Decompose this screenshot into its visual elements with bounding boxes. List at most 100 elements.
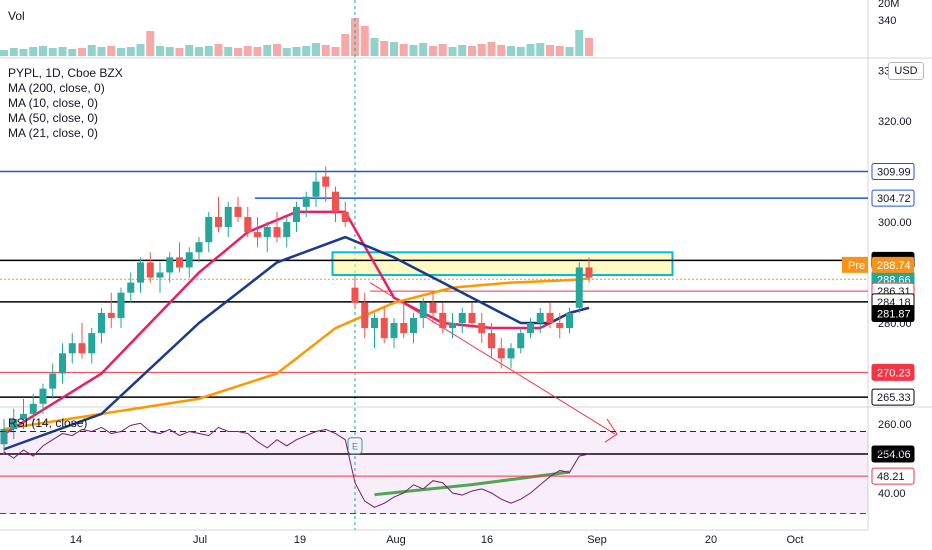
candle-body [78,343,86,354]
price-tick-label: 320.00 [878,116,912,128]
time-tick-label: Jul [193,534,207,546]
volume-bar [312,43,320,56]
volume-bar [468,46,476,56]
volume-bar [214,44,223,56]
price-label-box [871,305,915,323]
volume-bar [487,42,496,56]
volume-bar [380,41,389,56]
volume-bar [19,49,28,56]
candle-body [556,323,564,329]
volume-bar [175,48,184,56]
candle-body [468,312,476,323]
rsi-current-label: 48.21 [877,471,905,483]
rsi-band [0,431,868,514]
volume-label: Vol [8,9,25,23]
price-tick-label: 260.00 [878,419,912,431]
candle-body [517,333,525,349]
candle-body [361,302,369,329]
currency-button[interactable]: USD [888,62,924,80]
volume-bar [0,50,8,56]
rsi-tick-label: 40.00 [878,488,906,500]
volume-bar [9,48,18,56]
candle-body [185,252,193,268]
candle-body [0,429,8,445]
indicator-ma200: MA (200, close, 0) [8,81,105,95]
volume-bar [97,47,106,56]
price-label-box [871,363,915,381]
volume-bar [448,47,457,56]
candle-body [127,282,135,293]
price-label-box [871,388,915,406]
volume-bar [458,45,467,56]
volume-bar [516,47,525,56]
volume-bar [555,46,564,56]
volume-bar [107,46,116,56]
volume-bar [390,42,398,56]
volume-bar [156,46,164,56]
candle-body [400,323,408,334]
volume-bar [526,44,535,56]
candle-body [371,317,378,329]
candle-body [195,242,203,253]
earnings-marker [347,437,363,455]
price-tick-label: 340 [878,15,896,27]
premarket-price-label: 288.74 [877,260,911,272]
volume-bar [438,44,447,56]
candle-body [29,403,37,414]
volume-bar [370,38,379,56]
volume-bar [536,43,545,56]
premarket-tag [842,256,868,273]
volume-bar [292,47,301,56]
candle-body [527,323,534,334]
volume-bar [48,48,57,56]
vol-axis-label: 20M [878,0,900,10]
volume-legend: Vol [8,9,25,24]
candle-body [224,206,232,228]
time-tick-label: 20 [705,534,717,546]
resistance-zone [331,251,674,277]
volume-bar [58,47,67,56]
candle-body [98,312,105,334]
rsi-legend: RSI (14, close) [8,416,87,431]
volume-bar [419,43,428,56]
candle-body [234,206,242,217]
volume-bar [253,47,262,56]
volume-bar [429,46,437,56]
price-tick-label: 300.00 [878,217,912,229]
price-label: 265.33 [877,392,911,404]
candle-body [254,232,261,238]
candle-body [68,343,76,354]
volume-bar [68,49,77,56]
indicator-ma10: MA (10, close, 0) [8,96,99,110]
candle-body [215,216,222,228]
volume-bar [136,44,145,56]
candle-body [575,267,583,308]
volume-bar [507,46,515,56]
candle-body [536,312,544,323]
volume-bar [234,48,242,56]
candle-body [429,302,437,313]
candle-body [332,191,339,212]
candle-body [458,312,466,323]
candle-body [497,348,505,359]
time-tick-label: 19 [294,534,306,546]
symbol-title: PYPL, 1D, Cboe BZX [8,66,123,80]
candle-body [117,292,125,318]
price-label: 304.72 [877,193,911,205]
volume-bar [477,44,486,56]
candle-body [205,216,213,243]
time-tick-label: 14 [70,534,82,546]
volume-bar [565,47,574,56]
premarket-tag-label: Pre [848,260,865,272]
earnings-marker-label: E [352,442,358,452]
candle-body [566,312,573,329]
price-label-box [871,163,915,181]
volume-bar [399,44,408,56]
candle-body [351,287,359,303]
candle-body [439,312,447,329]
candle-body [478,323,486,334]
candle-body [10,418,18,430]
candle-body [166,257,174,273]
time-tick-label: Sep [587,534,607,546]
time-tick-label: Oct [786,534,803,546]
